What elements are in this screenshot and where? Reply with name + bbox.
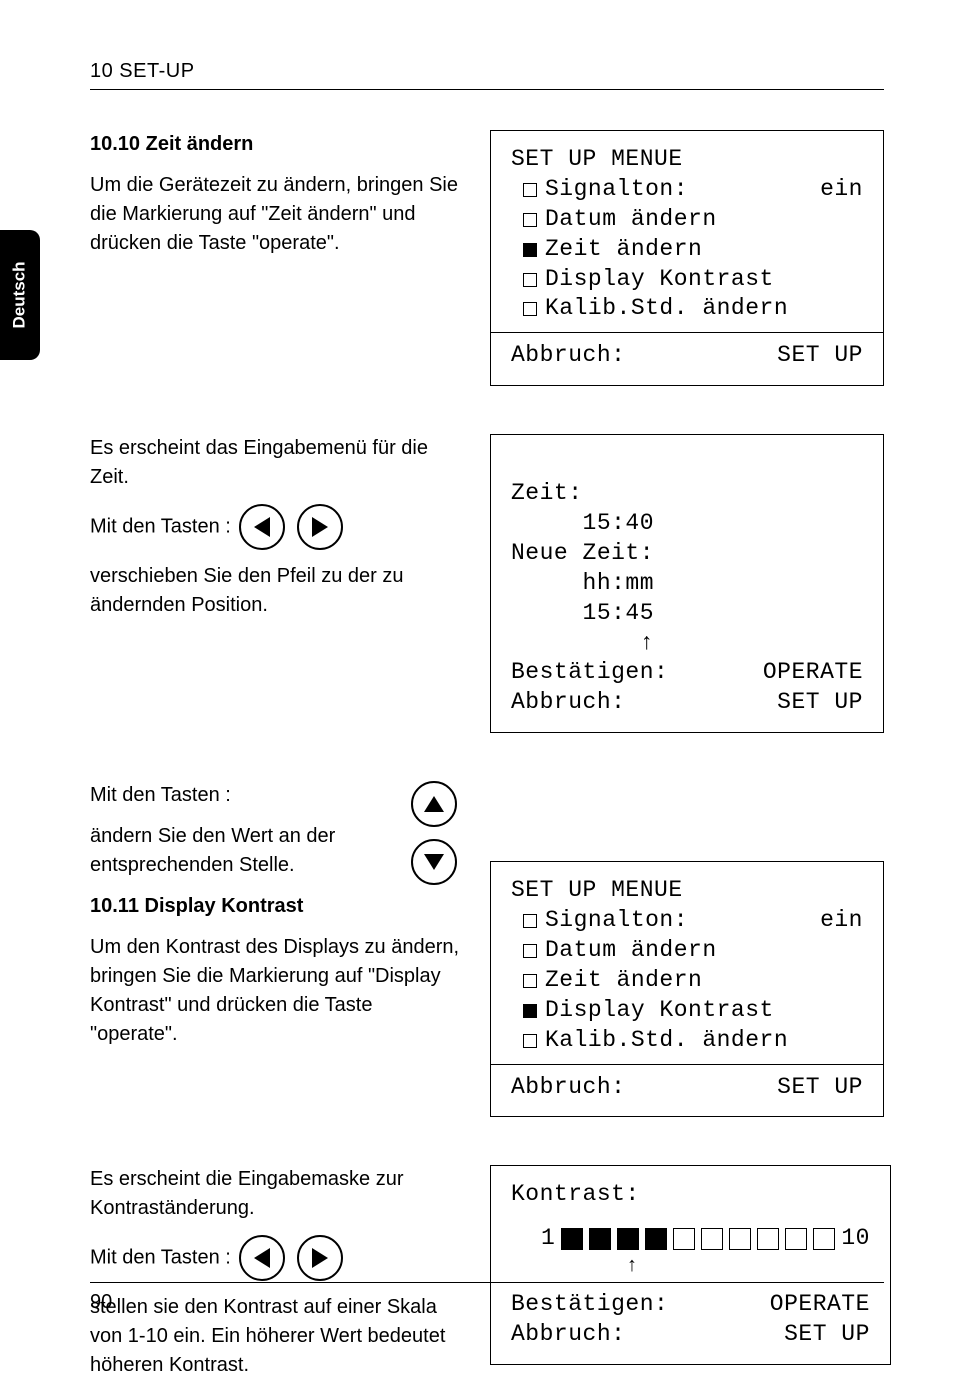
label-mit-tasten-3: Mit den Tasten : (90, 1247, 231, 1269)
contrast-bar: 1 10 (511, 1224, 870, 1254)
page-footer: 90 (90, 1282, 884, 1314)
lcd-confirm-value: OPERATE (763, 658, 863, 688)
lcd-menu-item: Signalton: ein (511, 175, 863, 205)
para-zeit-aendern: Um die Gerätezeit zu ändern, bringen Sie… (90, 171, 460, 258)
lcd-setup-menu-kontrast: SET UP MENUESignalton: einDatum ändernZei… (490, 861, 884, 1117)
contrast-max-label: 10 (841, 1224, 870, 1254)
lcd-line: 15:40 (511, 510, 654, 536)
contrast-min-label: 1 (541, 1224, 555, 1254)
lcd-cancel-value: SET UP (777, 341, 863, 371)
page-number: 90 (90, 1291, 112, 1313)
checkbox-icon (523, 243, 537, 257)
lcd-kontrast-eingabe: Kontrast:1 10↑Bestätigen:OPERATEAbbruch:… (490, 1165, 891, 1365)
label-mit-tasten-1: Mit den Tasten : (90, 516, 231, 538)
para-eingabemenu-zeit: Es erscheint das Eingabemenü für die Zei… (90, 434, 460, 492)
para-aendern-wert: ändern Sie den Wert an der entsprechende… (90, 822, 392, 880)
checkbox-icon (523, 1004, 537, 1018)
contrast-box (617, 1228, 639, 1250)
para-eingabemaske-kontrast: Es erscheint die Eingabemaske zur Kontra… (90, 1165, 460, 1223)
contrast-box (561, 1228, 583, 1250)
lcd-menu-item: Display Kontrast (511, 996, 863, 1026)
lcd-menu-label: Display Kontrast (545, 265, 863, 295)
left-arrow-button-2[interactable] (239, 1235, 285, 1281)
lcd-confirm-label: Bestätigen: (511, 658, 668, 688)
lcd-menu-label: Kalib.Std. ändern (545, 294, 863, 324)
right-arrow-icon (312, 1248, 328, 1268)
lcd-menu-value: ein (820, 906, 863, 936)
left-arrow-icon (254, 1248, 270, 1268)
checkbox-icon (523, 1034, 537, 1048)
lcd-menu-item: Display Kontrast (511, 265, 863, 295)
language-tab: Deutsch (0, 230, 40, 360)
lcd-menu-item: Kalib.Std. ändern (511, 1026, 863, 1056)
lcd-cancel-label: Abbruch: (511, 688, 625, 718)
lcd-title: Kontrast: (511, 1180, 870, 1210)
contrast-box (701, 1228, 723, 1250)
checkbox-icon (523, 213, 537, 227)
heading-display-kontrast: 10.11 Display Kontrast (90, 892, 392, 921)
checkbox-icon (523, 273, 537, 287)
lcd-menu-item: Zeit ändern (511, 235, 863, 265)
heading-zeit-aendern: 10.10 Zeit ändern (90, 130, 460, 159)
lcd-line: Neue Zeit: (511, 540, 654, 566)
contrast-box (813, 1228, 835, 1250)
lcd-menu-label: Zeit ändern (545, 235, 863, 265)
contrast-box (785, 1228, 807, 1250)
lcd-menu-item: Zeit ändern (511, 966, 863, 996)
checkbox-icon (523, 302, 537, 316)
lcd-cancel-label: Abbruch: (511, 1073, 625, 1103)
lcd-cancel-label: Abbruch: (511, 1320, 625, 1350)
contrast-box (757, 1228, 779, 1250)
left-arrow-icon (254, 517, 270, 537)
down-arrow-icon (424, 854, 444, 870)
lcd-menu-item: Datum ändern (511, 936, 863, 966)
checkbox-icon (523, 183, 537, 197)
lcd-line: Zeit: (511, 480, 583, 506)
lcd-menu-value: ein (820, 175, 863, 205)
checkbox-icon (523, 944, 537, 958)
lcd-menu-label: Datum ändern (545, 936, 863, 966)
checkbox-icon (523, 974, 537, 988)
lcd-cancel-value: SET UP (784, 1320, 870, 1350)
contrast-box (729, 1228, 751, 1250)
contrast-cursor: ↑ (511, 1254, 870, 1280)
lcd-menu-label: Kalib.Std. ändern (545, 1026, 863, 1056)
lcd-title: SET UP MENUE (511, 876, 863, 906)
lcd-line: hh:mm (511, 570, 654, 596)
lcd-menu-item: Datum ändern (511, 205, 863, 235)
para-verschieben-pfeil: verschieben Sie den Pfeil zu der zu ände… (90, 562, 460, 620)
language-label: Deutsch (10, 261, 30, 328)
contrast-box (673, 1228, 695, 1250)
lcd-menu-label: Datum ändern (545, 205, 863, 235)
lcd-menu-label: Signalton: (545, 175, 812, 205)
contrast-box (589, 1228, 611, 1250)
lcd-setup-menu-zeit: SET UP MENUESignalton: einDatum ändernZei… (490, 130, 884, 386)
up-arrow-button[interactable] (411, 781, 457, 827)
lcd-line: 15:45 (511, 600, 654, 626)
lcd-menu-label: Zeit ändern (545, 966, 863, 996)
down-arrow-button[interactable] (411, 839, 457, 885)
right-arrow-icon (312, 517, 328, 537)
lcd-cancel-value: SET UP (777, 1073, 863, 1103)
section-header: 10 SET-UP (90, 60, 884, 90)
right-arrow-button[interactable] (297, 504, 343, 550)
lcd-line: ↑ (511, 630, 654, 656)
lcd-menu-label: Display Kontrast (545, 996, 863, 1026)
lcd-cancel-value: SET UP (777, 688, 863, 718)
lcd-menu-item: Signalton: ein (511, 906, 863, 936)
lcd-menu-label: Signalton: (545, 906, 812, 936)
para-display-kontrast: Um den Kontrast des Displays zu ändern, … (90, 933, 460, 1049)
right-arrow-button-2[interactable] (297, 1235, 343, 1281)
up-arrow-icon (424, 796, 444, 812)
label-mit-tasten-2: Mit den Tasten : (90, 781, 392, 810)
left-arrow-button[interactable] (239, 504, 285, 550)
contrast-box (645, 1228, 667, 1250)
checkbox-icon (523, 914, 537, 928)
lcd-zeit-eingabe: Zeit: 15:40 Neue Zeit: hh:mm 15:45 ↑ Bes… (490, 434, 884, 733)
lcd-title: SET UP MENUE (511, 145, 863, 175)
lcd-cancel-label: Abbruch: (511, 341, 625, 371)
lcd-menu-item: Kalib.Std. ändern (511, 294, 863, 324)
